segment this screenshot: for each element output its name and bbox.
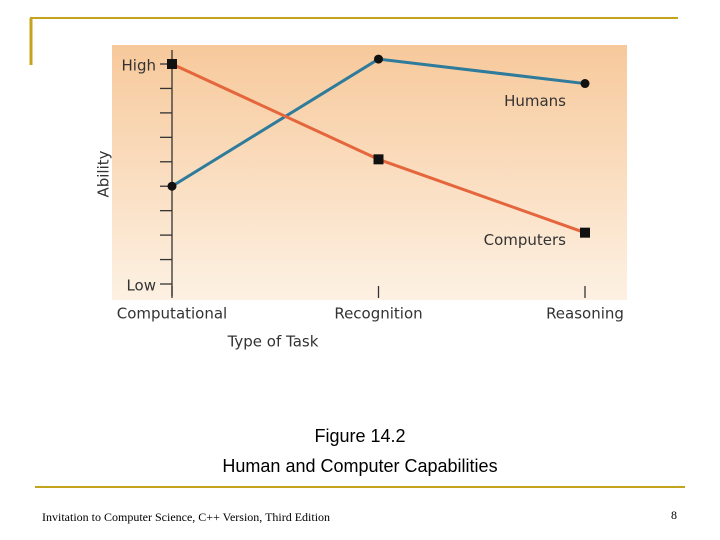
caption: Human and Computer Capabilities [222,456,497,476]
y-tick-label: Low [126,277,156,295]
marker [580,227,590,238]
chart: Low High Computational Recognition Reasoning… [117,50,624,323]
y-axis-label: Ability [95,150,113,197]
page-number: 8 [671,508,677,522]
y-tick-label: High [122,57,156,75]
caption: Figure 14.2 [314,426,405,446]
footer: Invitation to Computer Science, C++ Vers… [42,510,330,524]
marker [167,181,177,191]
x-tick-label: Recognition [334,305,422,323]
series-label: Computers [484,231,567,249]
x-tick-label: Computational [117,305,227,323]
plot-background [112,45,627,300]
marker [167,59,177,69]
series-label: Humans [504,92,566,110]
marker [374,54,383,64]
x-tick-label: Reasoning [546,305,624,323]
marker [373,154,384,165]
x-axis-label: Type of Task [227,333,319,351]
marker [580,79,590,89]
